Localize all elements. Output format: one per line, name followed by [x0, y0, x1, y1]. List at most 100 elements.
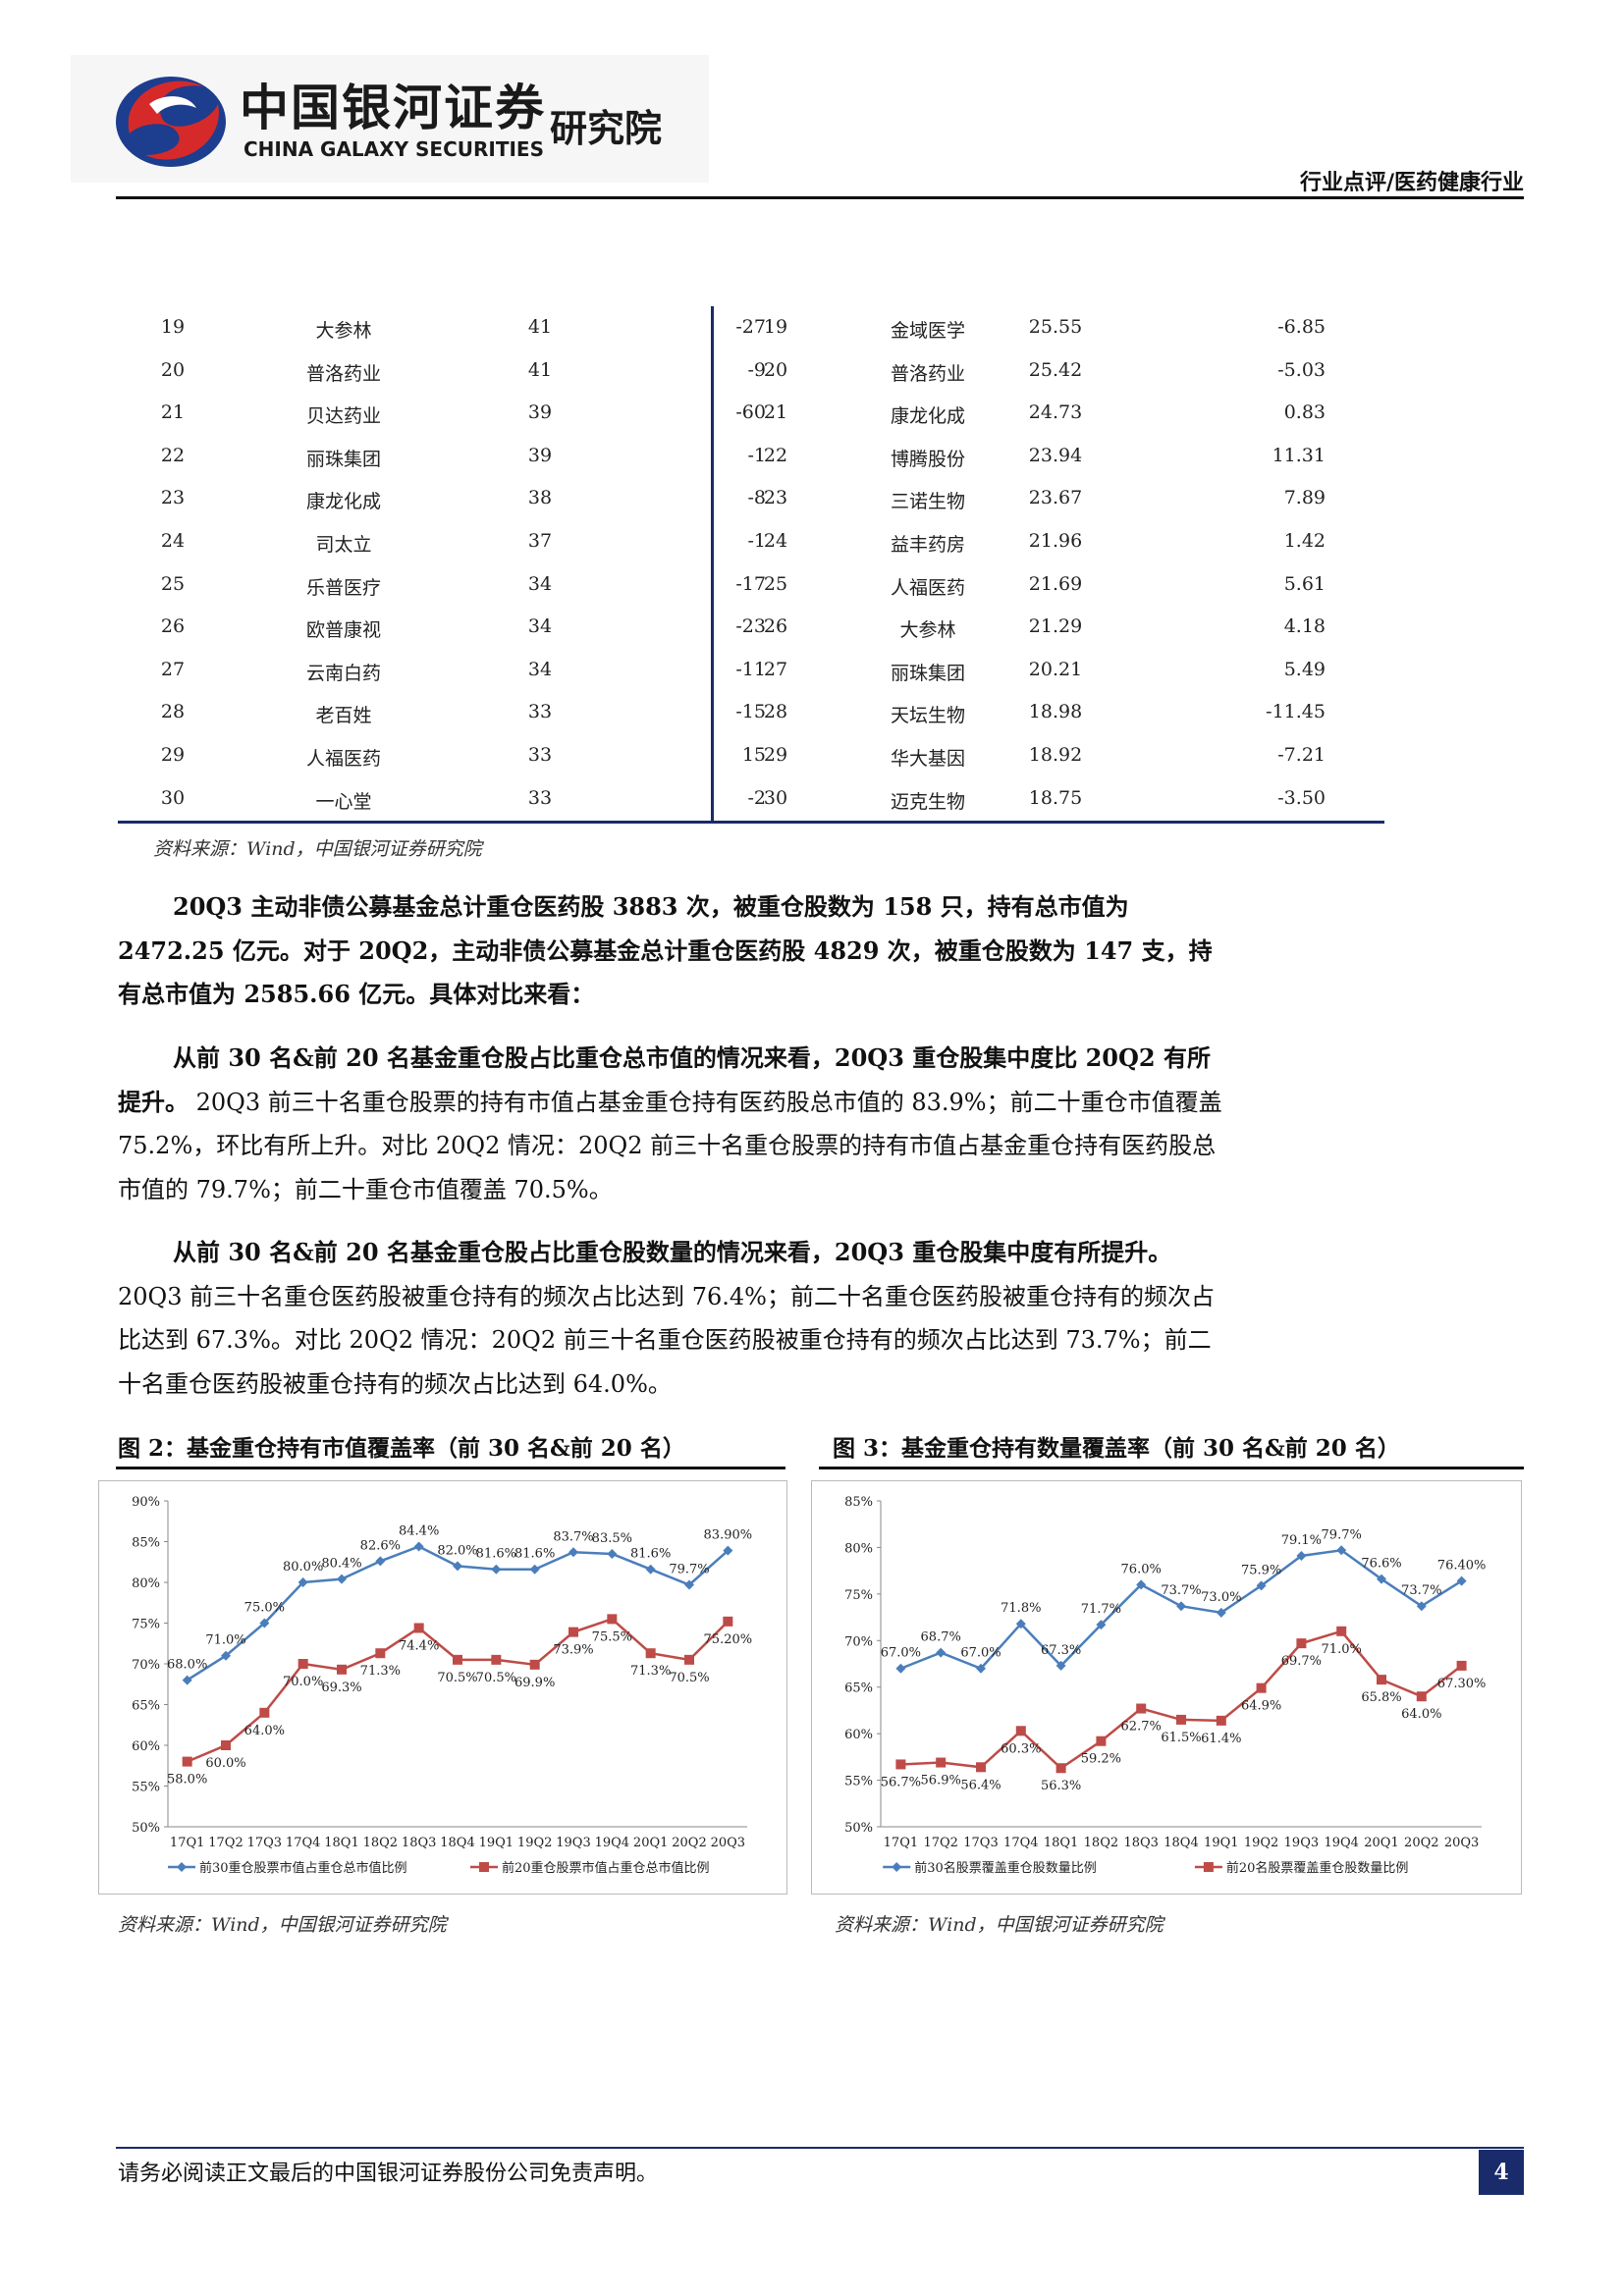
table-cell-a-rank: 21 — [160, 401, 186, 424]
data-label: 75.0% — [244, 1601, 285, 1616]
data-point — [529, 1564, 540, 1575]
table-cell-b-value: 18.92 — [1028, 743, 1083, 766]
table-row: 27 云南白药 34 -11 27 丽珠集团 20.21 5.49 — [118, 649, 1384, 692]
data-point — [1456, 1660, 1467, 1671]
table-cell-b-rank: 19 — [763, 316, 788, 338]
figure-2-chart-frame: 50% 55% 60% 65% 70% 75% 80% 85% 90% 17Q1 17Q2 17Q3 1… — [98, 1480, 787, 1895]
table-cell-a-rank: 26 — [160, 615, 186, 638]
x-tick-label: 18Q2 — [1084, 1836, 1118, 1850]
data-label: 71.0% — [1322, 1642, 1362, 1657]
table-row: 22 丽珠集团 39 -1 22 博腾股份 23.94 11.31 — [118, 435, 1384, 478]
x-tick-label: 19Q2 — [1244, 1836, 1278, 1850]
legend-label: 前30名股票覆盖重仓股数量比例 — [914, 1860, 1097, 1876]
table-cell-a-change: -60 — [735, 401, 766, 424]
table-cell-b-value: 23.94 — [1028, 444, 1083, 466]
table-cell-a-count: 34 — [527, 658, 553, 680]
legend-label: 前20重仓股票市值占重仓总市值比例 — [502, 1860, 710, 1876]
table-cell-a-count: 41 — [527, 316, 553, 338]
data-label: 70.5% — [669, 1671, 709, 1685]
data-point — [684, 1579, 694, 1590]
table-row: 23 康龙化成 38 -8 23 三诺生物 23.67 7.89 — [118, 477, 1384, 520]
table-cell-a-name: 丽珠集团 — [305, 448, 381, 470]
table-cell-b-rank: 28 — [763, 701, 788, 723]
table-cell-b-change: 5.49 — [1283, 658, 1326, 680]
data-label: 65.8% — [1361, 1690, 1401, 1705]
table-cell-b-value: 25.42 — [1028, 358, 1083, 381]
page-header: 中国银河证券 CHINA GALAXY SECURITIES 研究院 行业点评/… — [0, 0, 1624, 206]
table-cell-b-name: 天坛生物 — [890, 705, 965, 727]
table-cell-a-count: 37 — [527, 529, 553, 552]
data-point — [337, 1664, 347, 1675]
table-cell-b-change: -11.45 — [1266, 701, 1326, 723]
data-point — [568, 1627, 578, 1637]
y-tick-label: 70% — [132, 1658, 160, 1673]
data-label: 76.6% — [1361, 1557, 1401, 1572]
data-label: 74.4% — [399, 1638, 439, 1653]
table-row: 21 贝达药业 39 -60 21 康龙化成 24.73 0.83 — [118, 392, 1384, 435]
x-tick-label: 20Q3 — [1444, 1836, 1479, 1850]
table-cell-b-change: -3.50 — [1277, 786, 1326, 809]
table-row: 29 人福医药 33 15 29 华大基因 18.92 -7.21 — [118, 734, 1384, 777]
y-tick-label: 65% — [132, 1699, 160, 1714]
table-cell-b-value: 25.55 — [1028, 316, 1083, 338]
x-tick-label: 17Q3 — [247, 1836, 282, 1850]
y-tick-label: 90% — [132, 1495, 160, 1510]
table-cell-a-count: 39 — [527, 444, 553, 466]
data-point — [259, 1618, 270, 1629]
data-label: 60.3% — [1001, 1741, 1041, 1756]
data-point — [895, 1759, 906, 1770]
table-cell-b-rank: 23 — [763, 487, 788, 509]
x-tick-label: 18Q3 — [1123, 1836, 1158, 1850]
data-point — [259, 1707, 270, 1718]
data-point — [1015, 1619, 1026, 1629]
table-cell-a-change: -11 — [735, 658, 766, 680]
data-label: 79.1% — [1281, 1533, 1322, 1548]
table-cell-b-change: 5.61 — [1283, 572, 1326, 595]
table-cell-b-change: 7.89 — [1283, 487, 1326, 509]
data-point — [491, 1564, 502, 1575]
table-cell-a-change: -2 — [747, 786, 766, 809]
table-row: 30 一心堂 33 -2 30 迈克生物 18.75 -3.50 — [118, 777, 1384, 821]
data-point — [1216, 1607, 1226, 1618]
y-tick-label: 85% — [844, 1495, 873, 1510]
data-point — [1416, 1601, 1427, 1612]
data-point — [182, 1756, 192, 1767]
x-tick-label: 19Q2 — [517, 1836, 552, 1850]
data-point — [375, 1648, 386, 1659]
figure-2-rule — [116, 1467, 785, 1469]
data-label: 61.5% — [1161, 1731, 1201, 1745]
legend-marker — [892, 1862, 902, 1872]
table-cell-b-value: 24.73 — [1028, 401, 1083, 424]
figure-2-title: 图 2：基金重仓持有市值覆盖率（前 30 名&前 20 名） — [118, 1435, 685, 1462]
data-label: 70.5% — [476, 1671, 516, 1685]
data-point — [645, 1564, 656, 1575]
x-tick-label: 17Q2 — [923, 1836, 957, 1850]
data-label: 56.9% — [921, 1774, 961, 1789]
data-label: 67.30% — [1437, 1677, 1487, 1691]
y-tick-label: 50% — [132, 1821, 160, 1836]
figure-3-title: 图 3：基金重仓持有数量覆盖率（前 30 名&前 20 名） — [833, 1435, 1400, 1462]
table-cell-a-rank: 25 — [160, 572, 186, 595]
table-cell-b-change: -5.03 — [1277, 358, 1326, 381]
data-point — [298, 1577, 308, 1587]
table-cell-b-value: 21.29 — [1028, 615, 1083, 638]
paragraph-2: 从前 30 名&前 20 名基金重仓股占比重仓总市值的情况来看，20Q3 重仓股… — [118, 1037, 1229, 1211]
paragraph-summary: 20Q3 主动非债公募基金总计重仓医药股 3883 次，被重仓股数为 158 只… — [118, 885, 1229, 1017]
y-tick-label: 60% — [844, 1728, 873, 1742]
data-label: 70.5% — [437, 1671, 477, 1685]
x-tick-label: 20Q1 — [633, 1836, 668, 1850]
data-point — [491, 1654, 502, 1665]
data-point — [723, 1545, 733, 1556]
table-cell-a-rank: 22 — [160, 444, 186, 466]
table-cell-b-rank: 21 — [763, 401, 788, 424]
figure-3-rule — [819, 1467, 1524, 1469]
data-label: 81.6% — [630, 1547, 671, 1562]
table-cell-a-change: -17 — [735, 572, 766, 595]
x-tick-label: 20Q3 — [711, 1836, 745, 1850]
data-label: 69.7% — [1281, 1654, 1322, 1669]
table-cell-a-change: -8 — [747, 487, 766, 509]
table-cell-a-count: 33 — [527, 701, 553, 723]
table-cell-a-name: 欧普康视 — [305, 619, 381, 642]
x-tick-label: 17Q4 — [1003, 1836, 1038, 1850]
y-tick-label: 85% — [132, 1536, 160, 1551]
